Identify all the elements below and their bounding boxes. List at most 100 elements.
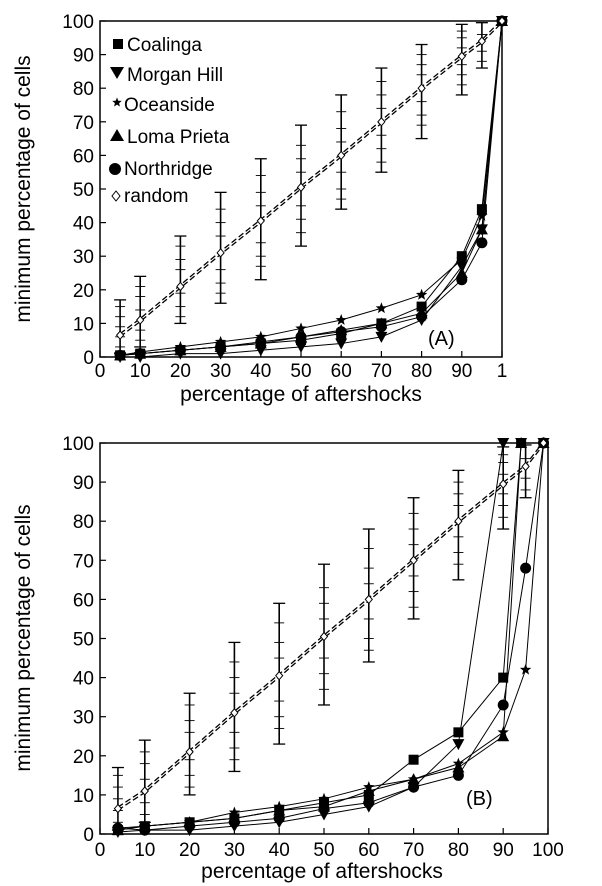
panel-b-coalinga-point xyxy=(453,727,464,738)
panel-a-y-tick-label: 100 xyxy=(62,12,94,33)
panel-b-random-point xyxy=(319,631,329,642)
panel-b-ticks: 0 10 20 30 40 50 60 70 80 90 100 0 10 20 30 40 50 60 70 80 9… xyxy=(62,434,564,861)
panel-b-x-tick-label: 70 xyxy=(403,840,424,861)
panel-b-y-axis-label: minimum percentage of cells xyxy=(12,504,35,771)
panel-b-data xyxy=(111,437,550,839)
panel-a-morgan-hill-point xyxy=(295,341,307,353)
legend-entry-morgan-hill: Morgan Hill xyxy=(110,65,223,86)
panel-b-y-tick-label: 80 xyxy=(73,512,94,533)
panel-a-oceanside-point xyxy=(476,209,488,221)
legend-entry-oceanside: Oceanside xyxy=(112,95,215,116)
panel-b-northridge-point xyxy=(318,803,330,815)
panel-a-x-tick-label: 30 xyxy=(210,361,231,382)
panel-b-random-point xyxy=(539,438,548,448)
panel-a-legend: Coalinga Morgan Hill Oceanside Loma Prie… xyxy=(109,35,230,207)
panel-b-x-axis-label: percentage of aftershocks xyxy=(201,860,443,883)
panel-b-x-tick-label: 0 xyxy=(95,840,106,861)
panel-a-oceanside-line xyxy=(120,20,503,356)
panel-a-x-tick-label: 40 xyxy=(250,361,271,382)
panel-a-y-tick-label: 0 xyxy=(83,348,94,369)
panel-b-oceanside-point xyxy=(519,663,532,675)
panel-a-y-axis-label: minimum percentage of cells xyxy=(12,55,35,322)
panel-a-x-tick-label: 70 xyxy=(371,361,392,382)
panel-b-x-tick-label: 20 xyxy=(179,840,200,861)
legend-entry-northridge: Northridge xyxy=(109,159,213,180)
panel-a-oceanside-point xyxy=(295,322,307,334)
panel-b-random-point xyxy=(275,670,284,681)
panel-b-x-tick-label: 30 xyxy=(224,840,245,861)
panel-a-random-point xyxy=(176,281,185,292)
panel-a-random-point xyxy=(115,330,125,340)
panel-a-random-point xyxy=(377,117,386,127)
panel-a-x-axis-label: percentage of aftershocks xyxy=(180,383,422,406)
panel-b-morgan-hill-point xyxy=(497,438,510,449)
panel-a-northridge-point xyxy=(215,341,227,353)
panel-a-northridge-point xyxy=(416,311,428,323)
panel-b-loma-prieta-point xyxy=(497,730,510,742)
panel-b-random-point xyxy=(113,803,123,814)
panel-a-loma-prieta-point xyxy=(475,223,488,235)
panel-b-northridge-point xyxy=(363,797,375,809)
panel-a-x-tick-label: 90 xyxy=(451,361,472,382)
panel-a-northridge-point xyxy=(174,344,186,356)
panel-a-morgan-hill-point xyxy=(335,338,348,350)
panel-a-random-point xyxy=(497,16,507,26)
panel-a-y-tick-label: 70 xyxy=(73,113,94,134)
panel-a-random-point xyxy=(417,83,426,93)
panel-b-northridge-point xyxy=(520,562,532,574)
panel-a-northridge-point xyxy=(456,274,468,286)
panel-b-coalinga-line xyxy=(117,442,544,831)
legend-entry-random: random xyxy=(111,186,188,207)
panel-a-morgan-hill-point xyxy=(375,331,388,343)
panel-a-x-tick-label: 80 xyxy=(411,361,432,382)
panel-b-coalinga-point xyxy=(498,672,509,683)
panel-b-morgan-hill-point xyxy=(452,739,465,751)
panel-a-random-point xyxy=(136,315,145,325)
legend-label-oceanside: Oceanside xyxy=(124,95,215,116)
panel-b-y-tick-label: 60 xyxy=(73,590,94,611)
panel-a-y-tick-label: 40 xyxy=(73,214,94,235)
panel-a-oceanside-point xyxy=(255,330,267,342)
panel-b-oceanside-point xyxy=(228,806,241,818)
panel-b-y-tick-label: 100 xyxy=(62,434,94,455)
panel-a-y-tick-label: 90 xyxy=(73,46,94,67)
panel-b-coalinga-point xyxy=(408,754,419,765)
panel-a-label: (A) xyxy=(428,328,455,350)
panel-a-northridge-point xyxy=(476,237,488,249)
panel-b-label: (B) xyxy=(466,788,493,810)
panel-b-random-point xyxy=(230,708,239,718)
panel-b-y-tick-label: 30 xyxy=(73,708,94,729)
panel-a-y-tick-label: 50 xyxy=(73,180,94,201)
panel-b-northridge-point xyxy=(273,812,285,824)
panel-a: 0 10 20 30 40 50 60 70 80 90 101020304050607080901… xyxy=(12,12,508,406)
panel-a-northridge-point xyxy=(295,331,307,343)
panel-a-random-point xyxy=(337,150,346,161)
panel-a-random-point xyxy=(216,248,225,258)
legend-label-loma-prieta: Loma Prieta xyxy=(127,127,230,148)
panel-a-y-tick-label: 80 xyxy=(73,79,94,100)
panel-b-northridge-point xyxy=(497,699,509,711)
panel-a-ticks: 0 10 20 30 40 50 60 70 80 90 101020304050607080901… xyxy=(62,12,507,382)
panel-b-random-point xyxy=(364,594,373,605)
panel-a-random-point xyxy=(457,51,466,62)
panel-b-x-tick-label: 80 xyxy=(448,840,469,861)
panel-a-y-tick-label: 30 xyxy=(73,247,94,268)
legend-circle-marker xyxy=(109,163,121,175)
panel-b-loma-prieta-line xyxy=(117,442,544,831)
panel-b-x-tick-label: 100 xyxy=(532,840,564,861)
panel-a-coalinga-point xyxy=(476,204,487,215)
panel-a-x-tick-label: 0 xyxy=(95,361,106,382)
legend-label-northridge: Northridge xyxy=(124,159,213,180)
panel-b-oceanside-line xyxy=(117,442,545,829)
panel-b-x-tick-label: 40 xyxy=(269,840,290,861)
panel-b-northridge-line xyxy=(117,442,545,831)
panel-a-x-tick-label: 1 xyxy=(497,361,508,382)
legend-triangle-up-marker xyxy=(110,129,124,141)
legend-label-morgan-hill: Morgan Hill xyxy=(127,65,223,86)
panel-a-northridge-point xyxy=(255,336,267,348)
legend-square-marker xyxy=(113,39,123,49)
panel-b-northridge-point xyxy=(452,769,464,781)
panel-b-loma-prieta-point xyxy=(407,773,420,785)
panel-b-y-tick-label: 50 xyxy=(73,630,94,651)
